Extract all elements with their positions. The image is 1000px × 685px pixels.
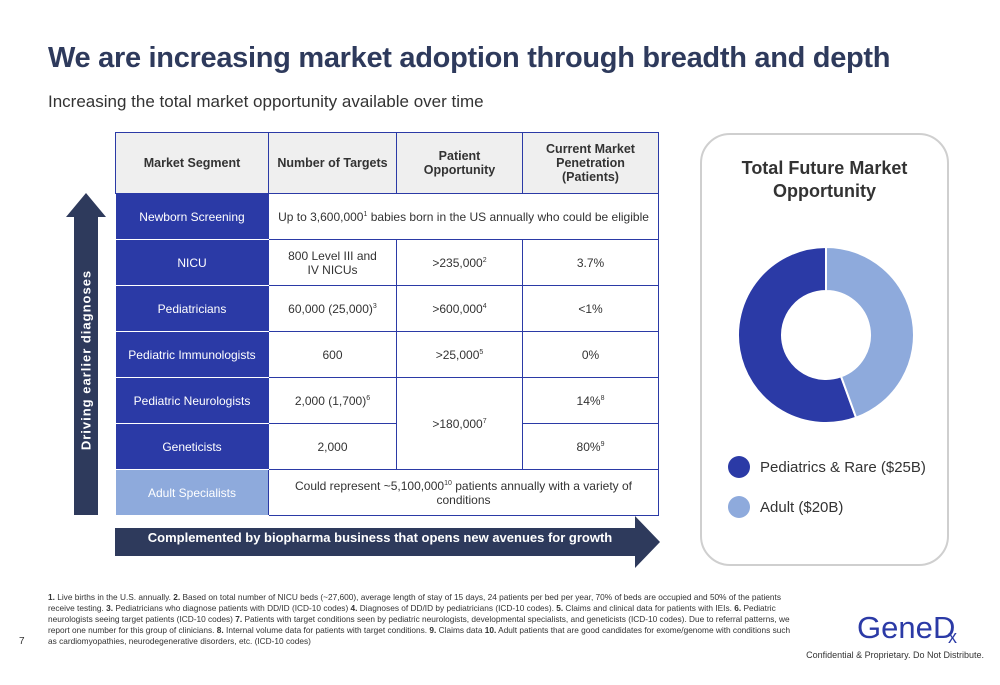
footnote-text: Claims and clinical data for patients wi… bbox=[563, 603, 735, 613]
vertical-arrow bbox=[66, 193, 106, 515]
market-segment-table: Market Segment Number of Targets Patient… bbox=[115, 132, 659, 516]
table-row-adult: Adult Specialists Could represent ~5,100… bbox=[115, 469, 659, 516]
pediatricians-targets: 60,000 (25,000)3 bbox=[268, 285, 397, 332]
svg-text:Gene: Gene bbox=[857, 610, 933, 645]
legend-item-pediatrics: Pediatrics & Rare ($25B) bbox=[728, 456, 926, 478]
header-current-penetration: Current Market Penetration (Patients) bbox=[522, 132, 659, 194]
immunologists-targets: 600 bbox=[268, 331, 397, 378]
footnote-number: 10. bbox=[484, 625, 497, 635]
segment-adult-specialists: Adult Specialists bbox=[115, 469, 269, 516]
footnote-number: 6. bbox=[734, 603, 742, 613]
horizontal-arrow bbox=[115, 516, 660, 568]
nicu-patients: >235,0002 bbox=[396, 239, 523, 286]
panel-title: Total Future Market Opportunity bbox=[741, 158, 908, 201]
footnote-number: 1. bbox=[48, 592, 55, 602]
footnote-number: 8. bbox=[216, 625, 224, 635]
geneticists-targets: 2,000 bbox=[268, 423, 397, 470]
footnote-text: Internal volume data for patients with t… bbox=[223, 625, 430, 635]
header-market-segment: Market Segment bbox=[115, 132, 269, 194]
header-number-of-targets: Number of Targets bbox=[268, 132, 397, 194]
confidential-notice: Confidential & Proprietary. Do Not Distr… bbox=[806, 650, 984, 660]
svg-text:D: D bbox=[933, 610, 955, 645]
segment-geneticists: Geneticists bbox=[115, 423, 269, 470]
donut-slice-adult bbox=[825, 245, 915, 419]
page-subtitle: Increasing the total market opportunity … bbox=[48, 92, 484, 111]
immunologists-penetration: 0% bbox=[522, 331, 659, 378]
table-row-geneticists: Geneticists 2,000 80%9 bbox=[115, 423, 659, 470]
legend-label-adult: Adult ($20B) bbox=[760, 498, 844, 516]
immunologists-patients: >25,0005 bbox=[396, 331, 523, 378]
footnote-text: Diagnoses of DD/ID by pediatricians (ICD… bbox=[357, 603, 557, 613]
pediatricians-penetration: <1% bbox=[522, 285, 659, 332]
pediatricians-patients: >600,0004 bbox=[396, 285, 523, 332]
neurologists-targets: 2,000 (1,700)6 bbox=[268, 377, 397, 424]
page-title: We are increasing market adoption throug… bbox=[48, 42, 891, 74]
svg-text:x: x bbox=[948, 627, 957, 647]
neuro-genetics-patients: >180,0007 bbox=[396, 377, 523, 470]
donut-chart bbox=[737, 245, 915, 424]
header-patient-opportunity: Patient Opportunity bbox=[396, 132, 523, 194]
footnote-text: Based on total number of NICU beds (~27,… bbox=[48, 592, 781, 613]
footnotes: 1. Live births in the U.S. annually. 2. … bbox=[48, 592, 800, 647]
footnote-text: Adult patients that are good candidates … bbox=[48, 625, 791, 646]
table-row-pediatricians: Pediatricians 60,000 (25,000)3 >600,0004… bbox=[115, 285, 659, 332]
donut-slice-pediatrics-rare bbox=[737, 245, 858, 424]
nicu-targets: 800 Level III and IV NICUs bbox=[268, 239, 397, 286]
footnote-number: 9. bbox=[429, 625, 437, 635]
geneticists-penetration: 80%9 bbox=[522, 423, 659, 470]
footnote-text: Pediatricians who diagnose patients with… bbox=[113, 603, 351, 613]
legend-dot-pediatrics bbox=[728, 456, 750, 478]
horizontal-arrow-label: Complemented by biopharma business that … bbox=[147, 530, 613, 545]
segment-nicu: NICU bbox=[115, 239, 269, 286]
segment-pediatricians: Pediatricians bbox=[115, 285, 269, 332]
page-number: 7 bbox=[19, 636, 25, 647]
footnote-text: Pediatric neurologists seeing target pat… bbox=[48, 603, 776, 624]
table-row-immunologists: Pediatric Immunologists 600 >25,0005 0% bbox=[115, 331, 659, 378]
footnote-number: 3. bbox=[106, 603, 114, 613]
market-opportunity-panel: Total Future Market Opportunity Pediatri… bbox=[700, 133, 949, 566]
genedx-logo: Gene D x bbox=[857, 610, 957, 647]
vertical-arrow-label: Driving earlier diagnoses bbox=[78, 269, 94, 451]
footnote-number: 5. bbox=[556, 603, 564, 613]
segment-pediatric-immunologists: Pediatric Immunologists bbox=[115, 331, 269, 378]
table-row-nicu: NICU 800 Level III and IV NICUs >235,000… bbox=[115, 239, 659, 286]
footnote-text: Patients with target conditions seen by … bbox=[48, 614, 790, 635]
adult-description: Could represent ~5,100,00010 patients an… bbox=[268, 469, 659, 516]
legend-item-adult: Adult ($20B) bbox=[728, 496, 843, 518]
footnote-number: 4. bbox=[350, 603, 358, 613]
table-header-row: Market Segment Number of Targets Patient… bbox=[115, 132, 659, 194]
footnote-text: Claims data bbox=[436, 625, 485, 635]
nicu-penetration: 3.7% bbox=[522, 239, 659, 286]
neurologists-penetration: 14%8 bbox=[522, 377, 659, 424]
table-row-neurologists: Pediatric Neurologists 2,000 (1,700)6 >1… bbox=[115, 377, 659, 470]
footnote-text: Live births in the U.S. annually. bbox=[54, 592, 174, 602]
newborn-description: Up to 3,600,0001 babies born in the US a… bbox=[268, 193, 659, 240]
footnote-number: 7. bbox=[235, 614, 243, 624]
table-row-newborn: Newborn Screening Up to 3,600,0001 babie… bbox=[115, 193, 659, 240]
segment-newborn-screening: Newborn Screening bbox=[115, 193, 269, 240]
legend-label-pediatrics: Pediatrics & Rare ($25B) bbox=[760, 458, 926, 476]
legend-dot-adult bbox=[728, 496, 750, 518]
segment-pediatric-neurologists: Pediatric Neurologists bbox=[115, 377, 269, 424]
footnote-number: 2. bbox=[173, 592, 181, 602]
